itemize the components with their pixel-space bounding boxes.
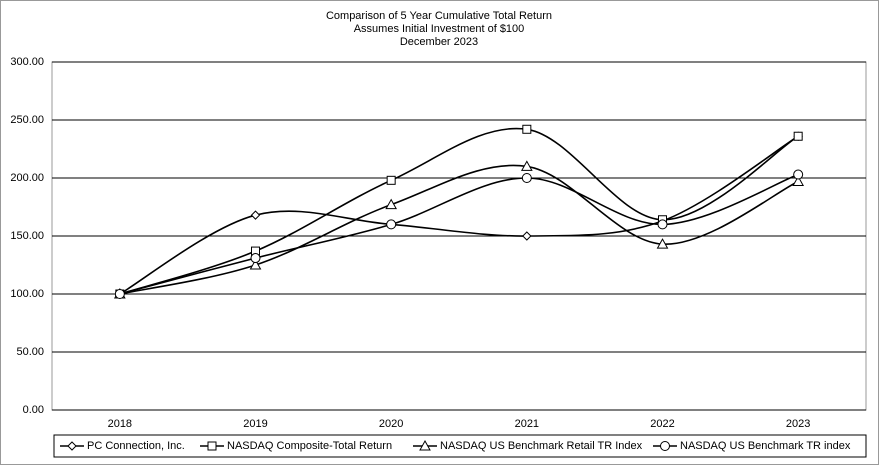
y-tick-label: 250.00 [10, 114, 44, 126]
y-tick-label: 150.00 [10, 230, 44, 242]
data-point [386, 219, 397, 230]
chart-title: Comparison of 5 Year Cumulative Total Re… [326, 10, 552, 22]
y-tick-label: 300.00 [10, 56, 44, 68]
y-tick-label: 0.00 [23, 404, 44, 416]
x-tick-label: 2021 [515, 418, 539, 430]
data-point [792, 175, 805, 186]
legend-marker [660, 441, 670, 451]
x-tick-label: 2019 [243, 418, 267, 430]
legend-marker [419, 439, 431, 451]
series-line [119, 173, 799, 295]
data-point [522, 124, 532, 134]
chart-subtitle: Assumes Initial Investment of $100 [354, 23, 525, 35]
legend-label: PC Connection, Inc. [87, 440, 185, 452]
data-point [385, 198, 398, 210]
series-line [119, 164, 799, 295]
legend-label: NASDAQ US Benchmark TR index [680, 440, 851, 452]
data-point [250, 210, 261, 220]
chart-subtitle: December 2023 [400, 36, 478, 48]
data-point [522, 231, 532, 241]
legend-marker [67, 441, 77, 451]
x-tick-label: 2018 [108, 418, 132, 430]
data-point [520, 160, 533, 171]
data-point [656, 238, 669, 249]
data-point [250, 253, 261, 264]
legend [53, 434, 867, 458]
x-tick-label: 2020 [379, 418, 403, 430]
y-tick-label: 100.00 [10, 288, 44, 300]
x-tick-label: 2022 [650, 418, 674, 430]
data-point [657, 219, 668, 230]
series-line [119, 135, 799, 295]
x-tick-label: 2023 [786, 418, 810, 430]
y-tick-label: 50.00 [16, 346, 44, 358]
data-point [793, 131, 803, 141]
data-point [793, 169, 804, 180]
data-point [114, 289, 125, 299]
data-point [386, 175, 396, 185]
legend-label: NASDAQ Composite-Total Return [227, 440, 392, 452]
y-tick-label: 200.00 [10, 172, 44, 184]
legend-marker [207, 441, 217, 451]
data-point [249, 258, 262, 270]
data-point [521, 173, 532, 183]
legend-label: NASDAQ US Benchmark Retail TR Index [440, 440, 643, 452]
